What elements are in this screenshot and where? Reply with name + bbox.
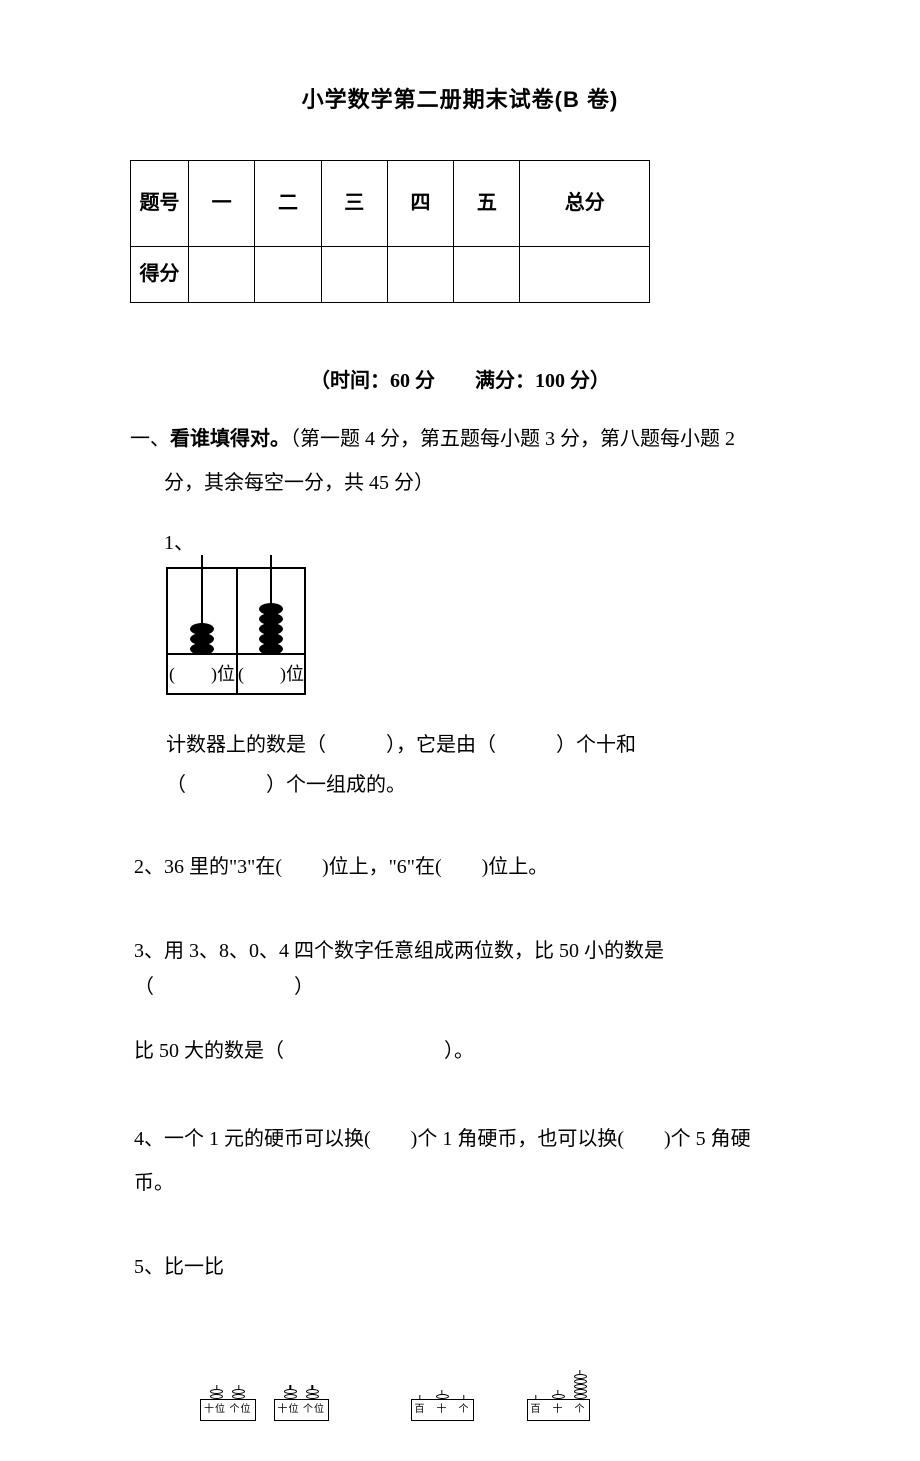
- mini-abacus: 百 十 个: [525, 1345, 591, 1421]
- mini-top: [525, 1345, 591, 1399]
- row2-label: 得分: [131, 246, 189, 302]
- q1-line2: （ ）个一组成的。: [166, 765, 790, 805]
- mini-col: [547, 1394, 569, 1399]
- abacus-right-col: ( )位: [236, 569, 304, 693]
- q5-pair1: 十位 个位 十位 个位: [200, 1345, 329, 1421]
- time-fullmark-line: （时间：60 分 满分：100 分）: [130, 363, 790, 399]
- score-table: 题号 一 二 三 四 五 总分 得分: [130, 160, 650, 303]
- score-value-row: 得分: [131, 246, 650, 302]
- mini-bead-icon: [232, 1394, 245, 1399]
- section-prefix: 一、: [130, 428, 170, 450]
- score-header-row: 题号 一 二 三 四 五 总分: [131, 160, 650, 246]
- score-cell: [189, 246, 255, 302]
- mini-abacus: 百 十 个: [409, 1345, 475, 1421]
- section-1-heading: 一、看谁填得对。（第一题 4 分，第五题每小题 3 分，第八题每小题 2: [130, 417, 790, 461]
- section-bold: 看谁填得对。: [170, 428, 290, 450]
- col-label: 题号: [131, 160, 189, 246]
- col-1: 一: [189, 160, 255, 246]
- section-1-line2: 分，其余每空一分，共 45 分）: [130, 461, 790, 505]
- q1-text: 计数器上的数是（ ），它是由（ ）个十和 （ ）个一组成的。: [130, 725, 790, 805]
- q1-abacus: ( )位 ( )位: [166, 567, 790, 695]
- score-cell: [387, 246, 453, 302]
- mini-col: [206, 1389, 228, 1399]
- mini-rod-icon: [463, 1395, 464, 1399]
- document-title: 小学数学第二册期末试卷(B 卷): [130, 80, 790, 120]
- col-3: 三: [321, 160, 387, 246]
- q3-line2: 比 50 大的数是（ ）。: [130, 1029, 790, 1073]
- mini-rod-icon: [535, 1395, 536, 1399]
- mini-col: [569, 1374, 591, 1399]
- mini-col: [228, 1389, 250, 1399]
- mini-bead-icon: [574, 1394, 587, 1399]
- mini-labels: 百 十 个: [411, 1399, 474, 1421]
- mini-col: [279, 1389, 301, 1399]
- mini-abacus: 十位 个位: [274, 1345, 330, 1421]
- mini-rod-icon: [419, 1395, 420, 1399]
- q4-text: 4、一个 1 元的硬币可以换( )个 1 角硬币，也可以换( )个 5 角硬币。: [130, 1117, 790, 1205]
- mini-bead-icon: [306, 1394, 319, 1399]
- mini-abacus: 十位 个位: [200, 1345, 256, 1421]
- mini-labels: 百 十 个: [527, 1399, 590, 1421]
- mini-col: [301, 1389, 323, 1399]
- abacus-left-col: ( )位: [168, 569, 236, 693]
- q3-line1: 3、用 3、8、0、4 四个数字任意组成两位数，比 50 小的数是（ ）: [130, 933, 790, 1005]
- col-4: 四: [387, 160, 453, 246]
- mini-top: [206, 1345, 250, 1399]
- score-cell: [255, 246, 321, 302]
- score-cell: [321, 246, 387, 302]
- col-2: 二: [255, 160, 321, 246]
- q1-line1: 计数器上的数是（ ），它是由（ ）个十和: [166, 725, 790, 765]
- bead-icon: [190, 643, 214, 655]
- abacus-right-beads: [238, 569, 304, 653]
- mini-top: [409, 1345, 475, 1399]
- abacus-frame: ( )位 ( )位: [166, 567, 306, 695]
- q5-label: 5、比一比: [130, 1249, 790, 1285]
- abacus-left-label: ( )位: [168, 653, 236, 693]
- abacus-right-label: ( )位: [238, 653, 304, 693]
- mini-bead-icon: [284, 1394, 297, 1399]
- q5-pair2: 百 十 个 百 十 个: [409, 1345, 591, 1421]
- mini-col: [431, 1394, 453, 1399]
- col-total: 总分: [520, 160, 650, 246]
- mini-bead-icon: [210, 1394, 223, 1399]
- mini-bead-icon: [552, 1394, 565, 1399]
- q5-abacus-row: 十位 个位 十位 个位 百 十 个 百 十 个: [130, 1345, 790, 1421]
- mini-labels: 十位 个位: [274, 1399, 330, 1421]
- q1-number: 1、: [130, 525, 790, 561]
- score-cell: [520, 246, 650, 302]
- bead-icon: [259, 643, 283, 655]
- mini-top: [279, 1345, 323, 1399]
- mini-bead-icon: [436, 1394, 449, 1399]
- section-rest: （第一题 4 分，第五题每小题 3 分，第八题每小题 2: [290, 428, 735, 450]
- q2-text: 2、36 里的"3"在( )位上，"6"在( )位上。: [130, 845, 790, 889]
- abacus-left-beads: [168, 569, 236, 653]
- col-5: 五: [454, 160, 520, 246]
- mini-labels: 十位 个位: [200, 1399, 256, 1421]
- score-cell: [454, 246, 520, 302]
